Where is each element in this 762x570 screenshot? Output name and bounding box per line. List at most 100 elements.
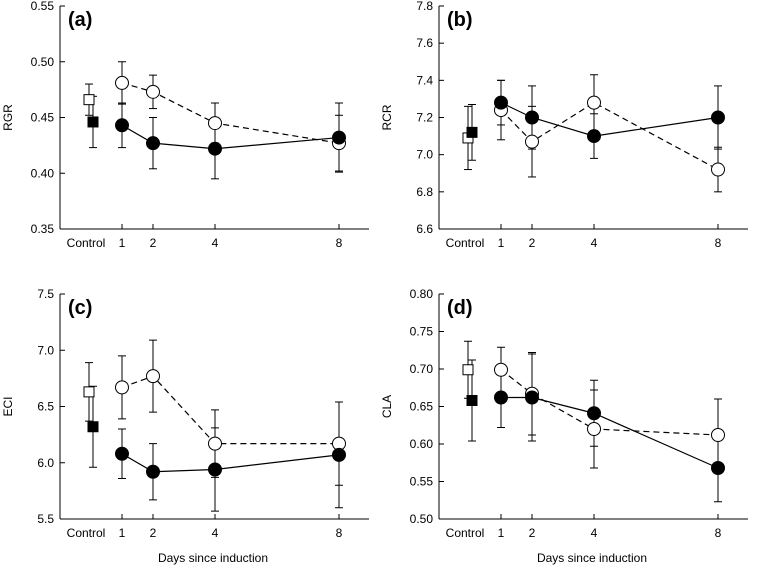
x-tick-label: 1 [119,236,126,250]
y-tick-label: 0.55 [31,0,55,13]
y-tick-label: 6.5 [37,400,54,414]
data-point-open [587,422,601,436]
x-tick-label: 2 [529,236,536,250]
y-tick-label: 7.0 [416,148,433,162]
panel-label: (c) [68,297,92,319]
panel-label: (a) [68,9,92,31]
data-point-filled [494,95,508,110]
x-tick-label: Control [67,526,106,540]
data-point-filled [711,110,725,125]
y-axis-label: RCR [380,104,394,130]
data-point-filled [587,406,601,421]
x-tick-label: 8 [715,526,722,540]
y-axis-label: RGR [1,104,15,131]
y-tick-label: 6.0 [37,456,54,470]
data-point-open [208,116,222,131]
data-point-open [525,134,539,149]
x-tick-label: 1 [498,236,505,250]
y-tick-label: 0.50 [31,55,55,69]
data-point-filled [525,110,539,125]
panel-b: 6.6 6.8 7.0 7.2 7.4 7.6 7.8 Control 1 2 4 8 RCR (b) [380,0,748,250]
panel-label: (d) [447,297,473,319]
data-point-filled [146,136,160,151]
x-tick-label: 2 [150,236,157,250]
y-tick-label: 0.60 [410,437,434,451]
x-tick-label: 8 [715,236,722,250]
data-point-open [115,75,129,90]
y-tick-label: 0.45 [31,111,55,125]
x-tick-label: 4 [591,526,598,540]
data-point-filled [587,129,601,144]
y-tick-label: 0.80 [410,287,434,301]
y-tick-label: 0.40 [31,166,55,180]
series-line-open [500,101,719,171]
control-point-filled [466,395,478,406]
series-line-open [121,82,340,144]
y-tick-label: 7.6 [416,36,433,50]
y-tick-label: 0.35 [31,222,55,236]
data-point-open [711,428,725,442]
x-axis-label: Days since induction [158,551,268,565]
x-axis-label: Days since induction [537,551,647,565]
data-point-filled [208,462,222,477]
y-axis-label: ECI [1,396,15,416]
data-point-filled [332,130,346,145]
control-point-filled [87,116,99,128]
x-tick-label: Control [446,236,485,250]
data-point-filled [146,464,160,479]
data-point-open [115,380,129,395]
x-tick-label: 2 [529,526,536,540]
data-point-filled [208,141,222,156]
data-point-open [208,436,222,451]
y-tick-label: 6.6 [416,222,433,236]
data-point-filled [494,390,508,405]
x-tick-label: Control [67,236,106,250]
data-point-filled [711,461,725,475]
series-line-open [121,375,339,445]
y-tick-label: 7.0 [37,343,54,357]
control-point-open [83,386,95,398]
y-tick-label: 0.75 [410,325,434,339]
x-tick-label: 1 [119,526,126,540]
series-line-open [500,369,719,436]
y-tick-label: 7.2 [416,111,433,125]
series-line-filled [501,396,719,469]
data-point-open [587,95,601,110]
control-point-filled [466,126,478,138]
panel-a: 0.35 0.40 0.45 0.50 0.55 Control 1 2 4 8 RGR (a) [1,0,369,250]
series-line-filled [500,102,719,137]
data-point-filled [525,390,539,405]
control-point-filled [87,421,99,433]
data-point-filled [115,118,129,133]
data-point-open [146,84,160,99]
x-tick-label: 8 [336,236,343,250]
data-point-open [494,362,508,377]
control-point-open [462,364,474,376]
y-tick-label: 0.70 [410,362,434,376]
data-point-open [711,162,725,177]
y-tick-label: 7.5 [37,287,54,301]
data-point-open [146,369,160,384]
panel-label: (b) [447,9,473,31]
y-tick-label: 5.5 [37,512,54,526]
x-tick-label: 1 [498,526,505,540]
x-tick-label: 8 [336,526,343,540]
panel-d: 0.50 0.55 0.60 0.65 0.70 0.75 0.80 Control 1 2 4 8 C… [380,287,748,565]
series-line-filled [121,453,340,473]
y-tick-label: 6.8 [416,185,433,199]
data-point-filled [115,446,129,461]
y-tick-label: 0.65 [410,400,434,414]
x-tick-label: Control [446,526,485,540]
x-tick-label: 2 [150,526,157,540]
x-tick-label: 4 [212,236,219,250]
y-tick-label: 0.55 [410,475,434,489]
series-line-filled [121,124,340,150]
x-tick-label: 4 [212,526,219,540]
control-point-open [83,94,95,106]
y-tick-label: 7.8 [416,0,433,13]
y-tick-label: 0.50 [410,512,434,526]
data-point-filled [332,447,346,462]
y-tick-label: 7.4 [416,73,433,87]
y-axis-label: CLA [380,395,394,418]
